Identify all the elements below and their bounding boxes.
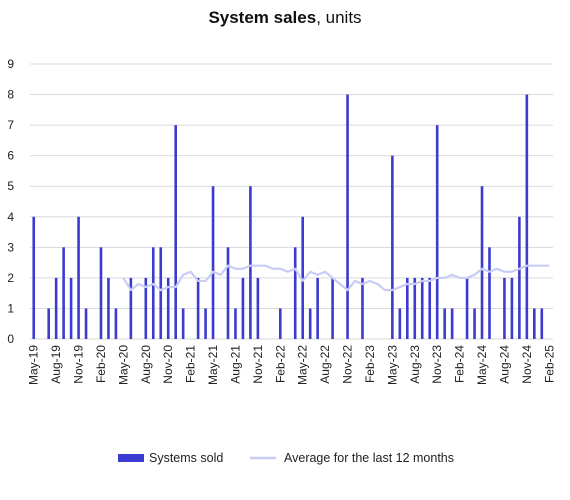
bar-Jan-23 — [361, 277, 364, 339]
x-tick-label-Aug-21: Aug-21 — [228, 345, 242, 384]
bar-May-19 — [32, 216, 36, 339]
y-tick-label-9: 9 — [7, 57, 14, 71]
bar-Jul-21 — [226, 247, 230, 339]
bar-Sep-22 — [331, 277, 334, 339]
bar-Sep-20 — [151, 247, 155, 339]
bar-Apr-21 — [204, 308, 207, 339]
bar-Oct-24 — [518, 216, 521, 339]
x-tick-label-Aug-24: Aug-24 — [497, 345, 511, 384]
bar-Jun-22 — [308, 308, 312, 339]
y-tick-labels: 0 1 2 3 4 5 6 7 8 9 — [7, 57, 14, 346]
bar-Oct-19 — [69, 277, 73, 339]
bar-Aug-20 — [144, 277, 148, 339]
bar-Nov-21 — [256, 277, 260, 339]
legend-label-average: Average for the last 12 months — [284, 451, 454, 465]
x-tick-labels: May-19 Aug-19 Nov-19 Feb-20 May-20 Aug-20 Nov-… — [27, 345, 557, 385]
legend-swatch-systems-sold — [118, 454, 144, 462]
x-tick-label-Aug-20: Aug-20 — [139, 345, 153, 384]
bar-Nov-22 — [346, 94, 349, 339]
x-tick-label-Feb-23: Feb-23 — [363, 345, 377, 383]
x-tick-label-May-21: May-21 — [206, 345, 220, 385]
legend: Systems sold Average for the last 12 mont… — [118, 451, 454, 465]
bar-Nov-20 — [166, 277, 170, 339]
x-tick-label-Nov-20: Nov-20 — [161, 345, 175, 384]
bar-Nov-19 — [77, 216, 80, 339]
x-tick-label-May-23: May-23 — [385, 345, 399, 385]
bar-May-24 — [480, 186, 484, 339]
x-tick-label-Feb-25: Feb-25 — [542, 345, 556, 383]
bar-Mar-24 — [465, 277, 469, 339]
bar-Apr-24 — [473, 308, 476, 339]
x-tick-label-May-19: May-19 — [27, 345, 41, 385]
bar-Jul-22 — [316, 277, 319, 339]
bar-Dec-20 — [174, 125, 177, 339]
bar-Aug-24 — [503, 277, 506, 339]
bar-Feb-22 — [278, 308, 282, 339]
x-tick-label-Nov-23: Nov-23 — [430, 345, 444, 384]
x-tick-label-Nov-24: Nov-24 — [520, 345, 534, 384]
x-tick-label-Nov-19: Nov-19 — [72, 345, 86, 384]
x-tick-label-Nov-22: Nov-22 — [341, 345, 355, 384]
x-tick-label-May-22: May-22 — [296, 345, 310, 385]
y-tick-label-1: 1 — [7, 301, 14, 315]
x-tick-label-May-20: May-20 — [116, 345, 130, 385]
bar-Nov-23 — [435, 125, 439, 339]
bar-May-23 — [391, 155, 394, 339]
chart-title: System sales, units — [0, 8, 570, 28]
bar-Oct-23 — [428, 277, 432, 339]
y-tick-label-4: 4 — [7, 210, 14, 224]
bar-Dec-23 — [443, 308, 446, 339]
bar-Jun-20 — [129, 277, 133, 339]
x-tick-label-Aug-22: Aug-22 — [318, 345, 332, 384]
x-tick-label-Feb-22: Feb-22 — [273, 345, 287, 383]
bar-Sep-24 — [510, 277, 514, 339]
bar-Nov-24 — [525, 94, 529, 339]
bar-Oct-21 — [249, 186, 252, 339]
x-tick-label-Feb-20: Feb-20 — [94, 345, 108, 383]
chart-title-rest: , units — [316, 8, 362, 27]
bar-Feb-20 — [99, 247, 103, 339]
bar-Jan-24 — [450, 308, 454, 339]
bar-Aug-23 — [413, 277, 417, 339]
bar-Jun-23 — [398, 308, 402, 339]
bar-Aug-19 — [54, 277, 58, 339]
bars-systems-sold — [32, 94, 544, 339]
bar-Apr-22 — [293, 247, 297, 339]
bar-Oct-20 — [159, 247, 163, 339]
x-tick-label-Feb-24: Feb-24 — [453, 345, 467, 383]
y-tick-label-3: 3 — [7, 240, 14, 254]
y-tick-label-0: 0 — [7, 332, 14, 346]
line-average-12-months — [122, 264, 550, 292]
x-tick-label-Nov-21: Nov-21 — [251, 345, 265, 384]
y-tick-label-8: 8 — [7, 88, 14, 102]
y-tick-label-6: 6 — [7, 149, 14, 163]
bar-Mar-20 — [107, 277, 110, 339]
bar-May-22 — [301, 216, 305, 339]
bar-Dec-24 — [533, 308, 536, 339]
bar-Jan-25 — [540, 308, 544, 339]
bar-Apr-20 — [114, 308, 118, 339]
bar-Sep-23 — [420, 277, 424, 339]
bar-Jul-23 — [406, 277, 409, 339]
x-tick-label-Feb-21: Feb-21 — [184, 345, 198, 383]
y-tick-label-2: 2 — [7, 271, 14, 285]
bar-Dec-19 — [84, 308, 88, 339]
x-tick-label-Aug-23: Aug-23 — [408, 345, 422, 384]
y-tick-label-7: 7 — [7, 118, 14, 132]
bar-Jan-21 — [181, 308, 185, 339]
chart-title-bold: System sales — [208, 8, 317, 27]
bar-Jul-19 — [47, 308, 50, 339]
x-tick-label-May-24: May-24 — [475, 345, 489, 385]
bar-Aug-21 — [234, 308, 237, 339]
legend-label-systems-sold: Systems sold — [149, 451, 223, 465]
bar-May-21 — [211, 186, 215, 339]
y-tick-label-5: 5 — [7, 179, 14, 193]
x-tick-label-Aug-19: Aug-19 — [49, 345, 63, 384]
bar-Sep-19 — [62, 247, 65, 339]
bar-Sep-21 — [241, 277, 245, 339]
bar-Mar-21 — [196, 277, 200, 339]
bar-Jun-24 — [488, 247, 491, 339]
